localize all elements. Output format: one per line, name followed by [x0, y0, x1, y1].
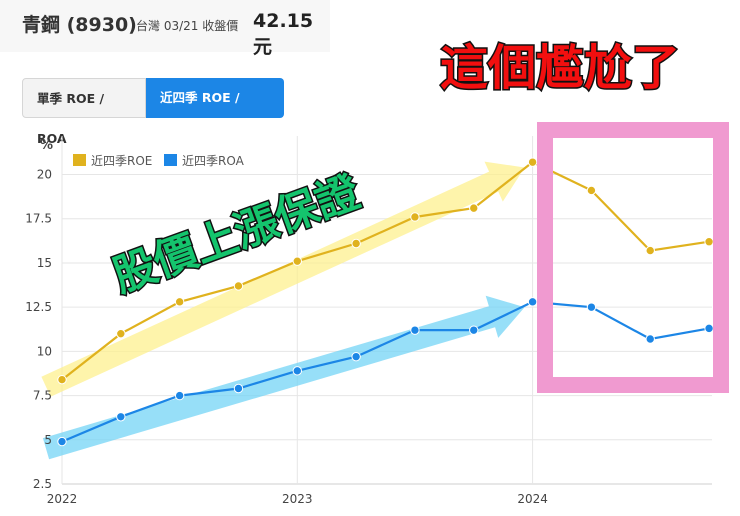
- tab-trailing-roe-roa[interactable]: 近四季 ROE / ROA: [146, 78, 284, 145]
- y-tick-label: 20: [37, 168, 52, 182]
- annotation-awkward: 這個尷尬了: [440, 40, 680, 96]
- market-label: 台灣: [136, 19, 161, 33]
- roa-point: [469, 325, 479, 335]
- stock-name: 青鋼 (8930): [22, 14, 137, 36]
- roa-point: [586, 302, 597, 312]
- y-tick-label: 2.5: [33, 477, 52, 491]
- roe-point: [233, 281, 244, 291]
- y-tick-label: 15: [37, 256, 52, 270]
- closing-price: 42.15 元: [253, 10, 314, 58]
- roa-point: [704, 323, 714, 334]
- legend-swatch-roe: [73, 154, 86, 166]
- x-tick-label: 2022: [47, 492, 78, 506]
- legend-label-roa: 近四季ROA: [182, 154, 245, 168]
- roa-point: [116, 412, 126, 422]
- chart-legend: 近四季ROE 近四季ROA: [73, 154, 245, 168]
- roe-trend-arrow: [41, 161, 525, 397]
- roe-point: [174, 297, 185, 307]
- date-label: 03/21: [163, 19, 199, 33]
- roa-line: [61, 300, 710, 443]
- price-label: 收盤價: [202, 19, 239, 33]
- y-axis-unit: %: [40, 138, 53, 153]
- y-tick-label: 5: [44, 433, 52, 447]
- roe-point: [469, 203, 479, 213]
- roa-point: [527, 297, 538, 307]
- roa-point: [351, 351, 361, 362]
- roa-point: [174, 390, 185, 401]
- stock-header: 青鋼 (8930) 台灣 03/21 收盤價 42.15 元: [0, 0, 330, 58]
- roe-point: [645, 245, 655, 256]
- y-tick-label: 10: [37, 344, 52, 358]
- roa-point: [645, 334, 655, 344]
- market-info: 台灣 03/21 收盤價: [136, 17, 238, 34]
- roa-point: [410, 325, 420, 335]
- roe-point: [527, 157, 538, 167]
- roe-point: [586, 185, 597, 196]
- roe-point: [704, 237, 714, 247]
- roe-point: [410, 212, 420, 222]
- tab-quarterly-roe-roa[interactable]: 單季 ROE / ROA: [22, 78, 146, 146]
- roa-point: [292, 366, 302, 376]
- legend-label-roe: 近四季ROE: [91, 154, 152, 168]
- roa-point: [233, 383, 244, 394]
- roe-point: [116, 328, 126, 339]
- y-tick-label: 7.5: [33, 389, 52, 403]
- roe-line: [61, 160, 710, 381]
- roe-point: [292, 256, 302, 266]
- legend-swatch-roa: [164, 154, 177, 166]
- y-tick-label: 17.5: [25, 212, 52, 226]
- roe-point: [351, 238, 361, 249]
- x-tick-label: 2024: [517, 492, 548, 506]
- roe-point: [57, 374, 67, 385]
- roa-trend-arrow: [42, 295, 525, 460]
- roa-point: [57, 436, 67, 447]
- highlight-box: [537, 122, 729, 393]
- tab-bar: 單季 ROE / ROA 近四季 ROE / ROA: [22, 78, 284, 146]
- y-tick-label: 12.5: [25, 300, 52, 314]
- x-tick-label: 2023: [282, 492, 313, 506]
